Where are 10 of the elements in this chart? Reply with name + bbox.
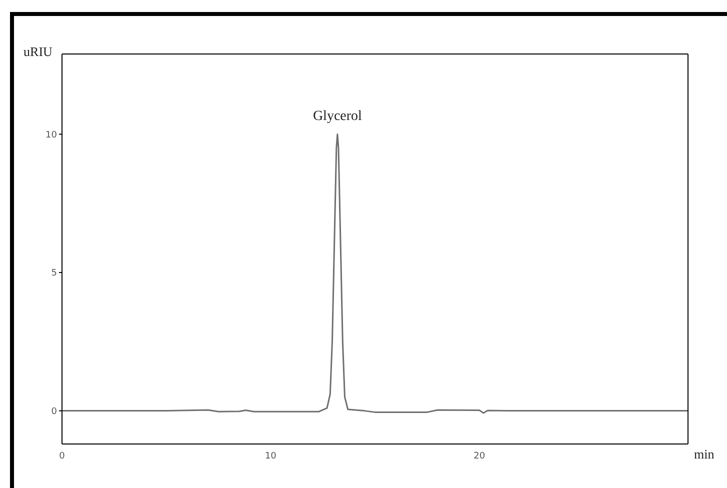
x-tick-label: 20 <box>474 451 486 462</box>
y-tick-label: 0 <box>51 407 58 418</box>
y-tick-label: 10 <box>46 130 58 140</box>
y-tick-label: 5 <box>51 268 57 279</box>
x-tick-label: 10 <box>264 451 277 462</box>
line-series <box>62 133 688 414</box>
x-tick-label: 0 <box>59 451 66 462</box>
annotation: Glycerol <box>312 109 362 124</box>
y-axis-title: uRIU <box>24 44 54 59</box>
x-axis-title: min <box>694 446 715 462</box>
